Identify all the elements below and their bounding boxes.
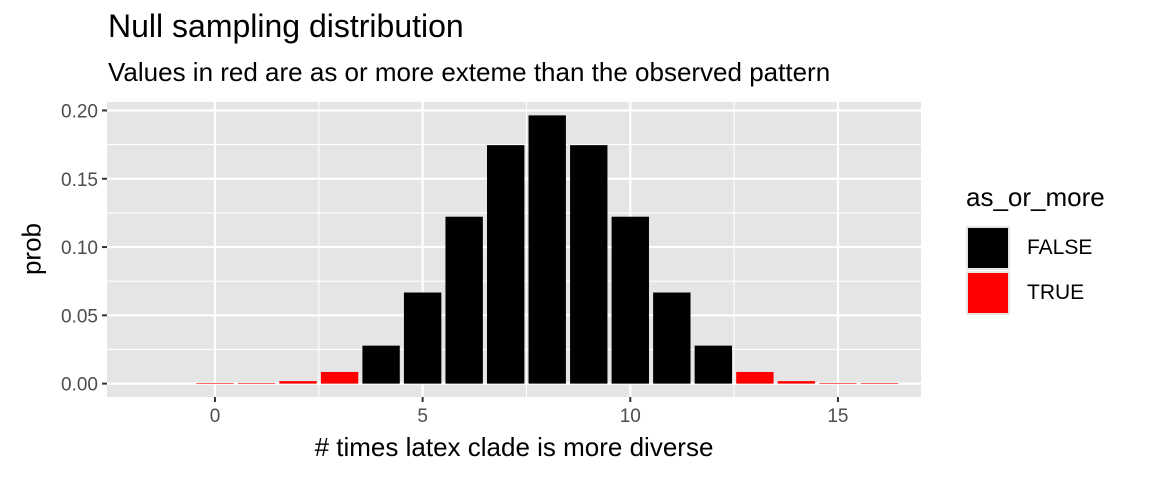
bar: [528, 115, 566, 384]
legend-key: [966, 271, 1010, 315]
bar: [860, 383, 899, 384]
bar: [403, 292, 442, 384]
bar: [279, 381, 317, 384]
legend-key: [966, 226, 1010, 270]
legend-item-false: FALSE: [966, 226, 1146, 270]
bar: [819, 383, 857, 384]
legend-label: FALSE: [1027, 236, 1093, 259]
bar: [694, 345, 733, 384]
legend-title: as_or_more: [966, 182, 1105, 212]
svg-text:0.15: 0.15: [61, 170, 98, 191]
bars: [196, 115, 899, 384]
svg-text:5: 5: [417, 406, 428, 427]
y-axis-ticks: 0.00 0.05 0.10 0.15 0.20: [61, 101, 107, 396]
svg-text:0: 0: [210, 406, 221, 427]
legend-swatch-true: [968, 273, 1008, 313]
svg-text:0.00: 0.00: [61, 375, 98, 396]
chart-title: Null sampling distribution: [108, 8, 464, 44]
legend-swatch-false: [968, 228, 1008, 268]
legend-item-true: TRUE: [966, 271, 1146, 315]
bar: [736, 371, 774, 384]
bar: [777, 381, 816, 384]
chart-subtitle: Values in red are as or more exteme than…: [108, 57, 831, 87]
bar: [611, 216, 649, 384]
bar: [445, 216, 483, 384]
x-axis-ticks: 0 5 10 15: [210, 397, 849, 427]
bar: [196, 383, 234, 384]
svg-text:0.05: 0.05: [61, 306, 98, 327]
bar: [362, 345, 400, 384]
svg-text:0.20: 0.20: [61, 101, 98, 122]
bar: [570, 145, 608, 384]
svg-text:10: 10: [620, 406, 641, 427]
legend-label: TRUE: [1027, 281, 1085, 304]
minor-gridlines: [107, 102, 921, 397]
x-axis-label: # times latex clade is more diverse: [314, 432, 714, 462]
bar: [487, 145, 525, 384]
y-axis-label: prob: [16, 222, 47, 276]
bar: [320, 371, 359, 384]
bar: [653, 292, 691, 384]
svg-text:15: 15: [827, 406, 848, 427]
bar: [237, 383, 276, 384]
svg-text:0.10: 0.10: [61, 238, 98, 259]
